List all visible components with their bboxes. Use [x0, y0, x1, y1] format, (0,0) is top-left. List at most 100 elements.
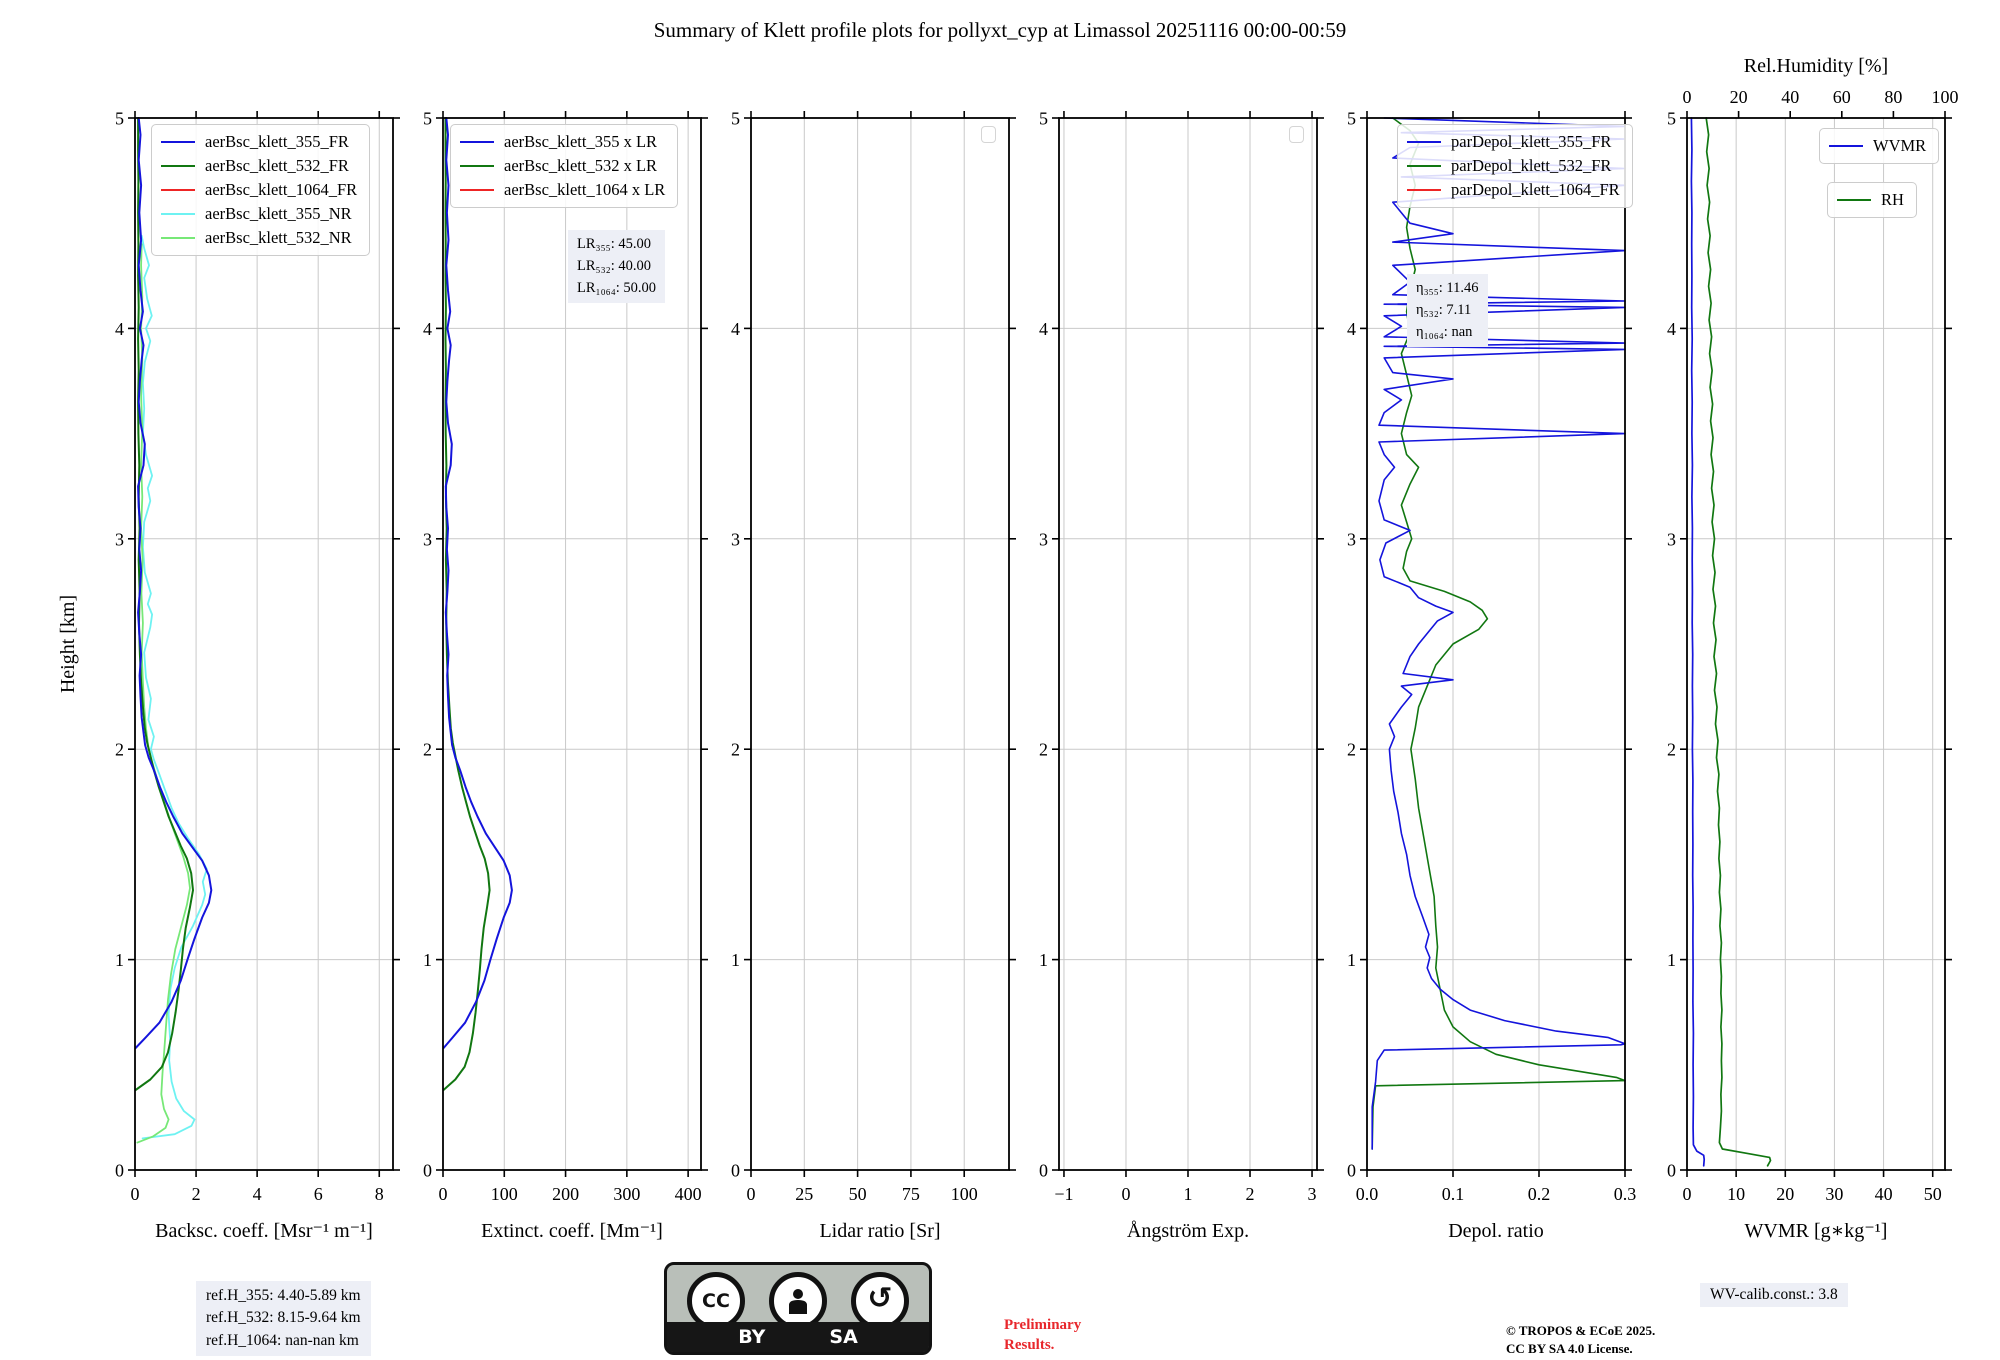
svg-text:0: 0	[1121, 1184, 1130, 1204]
legend-swatch-line	[1837, 198, 1871, 201]
legend-swatch-line	[1407, 140, 1441, 143]
svg-text:Depol. ratio: Depol. ratio	[1448, 1220, 1544, 1242]
legend-label: aerBsc_klett_355 x LR	[504, 132, 658, 151]
legend-label: parDepol_klett_355_FR	[1451, 132, 1612, 151]
annotation-line: LR₃₅₅: 45.00	[577, 236, 651, 252]
preliminary-line-1: Preliminary	[1004, 1317, 1082, 1333]
svg-text:20: 20	[1776, 1184, 1794, 1204]
svg-text:8: 8	[375, 1184, 384, 1204]
svg-text:Rel.Humidity [%]: Rel.Humidity [%]	[1744, 55, 1888, 77]
legend-swatch-line	[1407, 164, 1441, 167]
legend-entry: parDepol_klett_355_FR	[1407, 130, 1620, 154]
copyright-line-1: © TROPOS & ECoE 2025.	[1506, 1323, 1656, 1338]
svg-text:75: 75	[902, 1184, 920, 1204]
annotation-line: η₅₃₂: 7.11	[1416, 301, 1472, 318]
svg-text:1: 1	[115, 950, 124, 970]
svg-text:5: 5	[115, 109, 124, 129]
legend-swatch-line	[1407, 188, 1441, 191]
legend-label: aerBsc_klett_355_NR	[205, 203, 352, 223]
legend-entry: aerBsc_klett_355_NR	[161, 202, 357, 226]
svg-text:1: 1	[1667, 950, 1676, 970]
svg-text:5: 5	[1667, 109, 1676, 129]
svg-text:Ångström Exp.: Ångström Exp.	[1127, 1220, 1249, 1242]
svg-text:0.0: 0.0	[1356, 1184, 1379, 1204]
ref-h-532: ref.H_532: 8.15-9.64 km	[206, 1309, 361, 1327]
svg-text:4: 4	[115, 319, 124, 339]
person-icon	[789, 1289, 807, 1314]
copyright-note: © TROPOS & ECoE 2025. CC BY SA 4.0 Licen…	[1506, 1322, 1655, 1358]
legend-entry: aerBsc_klett_532_FR	[161, 154, 357, 178]
annotation-box-4: η₃₅₅: 11.46 η₅₃₂: 7.11 η₁₀₆₄: nan	[1407, 274, 1488, 348]
svg-text:200: 200	[552, 1184, 579, 1204]
svg-text:0: 0	[1347, 1161, 1356, 1181]
legend-entry: RH	[1837, 188, 1904, 212]
legend-swatch-line	[161, 212, 195, 215]
legend-swatch-line	[161, 236, 195, 239]
cc-sa-label: SA	[829, 1326, 858, 1348]
legend-label: aerBsc_klett_1064_FR	[205, 179, 358, 199]
legend-swatch-line	[460, 188, 494, 191]
svg-text:100: 100	[1932, 87, 1959, 107]
svg-text:2: 2	[731, 740, 740, 760]
legend-label: parDepol_klett_532_FR	[1451, 155, 1612, 175]
svg-text:0: 0	[747, 1184, 756, 1204]
svg-text:0.2: 0.2	[1528, 1184, 1551, 1204]
svg-text:20: 20	[1730, 87, 1748, 107]
svg-text:4: 4	[253, 1184, 262, 1204]
svg-text:4: 4	[1667, 319, 1676, 339]
svg-text:40: 40	[1875, 1184, 1893, 1204]
svg-text:3: 3	[1347, 529, 1356, 549]
svg-text:3: 3	[1667, 529, 1676, 549]
preliminary-line-2: Results.	[1004, 1337, 1055, 1354]
legend-entry: aerBsc_klett_1064_FR	[161, 178, 357, 202]
wv-calibration-note: WV-calib.const.: 3.8	[1700, 1283, 1848, 1307]
cc-badge-band: BY SA	[667, 1322, 929, 1352]
share-alike-icon: ↺	[851, 1272, 909, 1330]
svg-text:30: 30	[1825, 1184, 1843, 1204]
svg-text:4: 4	[731, 319, 740, 339]
legend-4: parDepol_klett_355_FR parDepol_klett_532_…	[1397, 124, 1633, 208]
legend-entry: aerBsc_klett_532_NR	[161, 226, 357, 250]
svg-text:1: 1	[1184, 1184, 1193, 1204]
svg-text:300: 300	[613, 1184, 640, 1204]
legend-swatch-line	[460, 164, 494, 167]
svg-text:3: 3	[731, 529, 740, 549]
legend-label: aerBsc_klett_532_NR	[205, 227, 352, 247]
svg-text:1: 1	[423, 950, 432, 970]
svg-text:0.1: 0.1	[1442, 1184, 1465, 1204]
cc-icon: CC	[687, 1272, 745, 1330]
svg-text:10: 10	[1727, 1184, 1745, 1204]
legend-entry: parDepol_klett_532_FR	[1407, 154, 1620, 178]
annotation-line: LR₁₀₆₄: 50.00	[577, 279, 657, 296]
svg-text:2: 2	[1246, 1184, 1255, 1204]
svg-text:3: 3	[1039, 529, 1048, 549]
legend-entry: aerBsc_klett_355 x LR	[460, 130, 665, 154]
svg-text:Height [km]: Height [km]	[57, 595, 79, 693]
svg-text:2: 2	[1667, 740, 1676, 760]
sa-arrow-icon: ↺	[867, 1281, 893, 1316]
svg-text:−1: −1	[1054, 1184, 1073, 1204]
svg-text:2: 2	[1039, 740, 1048, 760]
annotation-line: η₁₀₆₄: nan	[1416, 323, 1473, 340]
svg-text:6: 6	[314, 1184, 323, 1204]
legend-swatch-line	[161, 164, 195, 167]
svg-text:5: 5	[423, 109, 432, 129]
legend-entry: parDepol_klett_1064_FR	[1407, 178, 1620, 202]
legend-swatch-line	[1829, 144, 1863, 147]
svg-text:4: 4	[1039, 319, 1048, 339]
svg-text:Backsc. coeff. [Msr⁻¹ m⁻¹]: Backsc. coeff. [Msr⁻¹ m⁻¹]	[155, 1220, 373, 1242]
legend-swatch-line	[460, 140, 494, 143]
svg-text:5: 5	[1347, 109, 1356, 129]
svg-text:0: 0	[131, 1184, 140, 1204]
svg-text:0: 0	[731, 1161, 740, 1181]
annotation-line: η₃₅₅: 11.46	[1416, 280, 1479, 296]
svg-text:2: 2	[423, 740, 432, 760]
svg-text:60: 60	[1833, 87, 1851, 107]
svg-text:100: 100	[951, 1184, 978, 1204]
legend-entry: aerBsc_klett_355_FR	[161, 130, 357, 154]
legend-label: aerBsc_klett_532_FR	[205, 155, 349, 175]
legend-label: aerBsc_klett_532 x LR	[504, 155, 658, 175]
